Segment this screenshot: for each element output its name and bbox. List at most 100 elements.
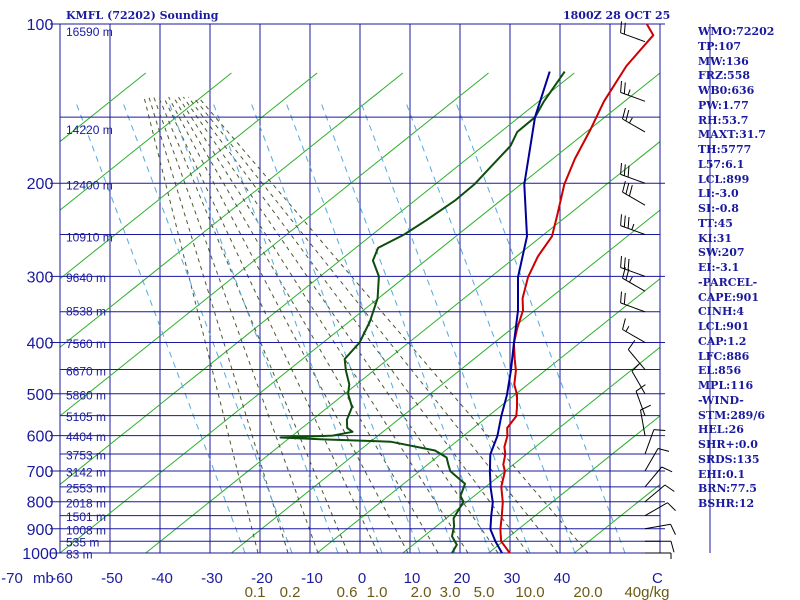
pressure-tick-label: 100 (27, 17, 54, 34)
pressure-tick-label: 600 (27, 429, 54, 446)
sounding-index-item: LCL:901 (698, 320, 750, 333)
wind-barb-feather (627, 340, 636, 350)
wind-barbs (620, 21, 676, 559)
dry-adiabat-line (402, 346, 660, 553)
sounding-index-item: MW:136 (698, 54, 749, 68)
pressure-tick-label: 200 (27, 176, 54, 193)
wind-barb-feather (670, 524, 676, 535)
mixing-ratio-line (404, 99, 576, 553)
height-label: 16590 m (66, 25, 113, 39)
wind-barb-feather (627, 216, 630, 229)
mixing-ratio-label: 0.6 (337, 584, 358, 600)
mixing-ratio-label: 3.0 (440, 584, 461, 600)
wind-barb-feather (635, 384, 646, 392)
wind-barb-feather (620, 214, 622, 226)
dry-adiabat-line (60, 72, 404, 348)
wind-barb-staff (620, 302, 646, 313)
wind-barb-feather (627, 258, 630, 271)
wind-barb-feather (628, 184, 633, 197)
wind-barb-staff (644, 484, 666, 503)
moist-adiabat-line (197, 96, 589, 553)
temperature-tick-label: -60 (51, 570, 73, 587)
wind-barb-feather (625, 109, 630, 122)
wind-barb-feather (627, 165, 630, 178)
station-title: KMFL (72202) Sounding (66, 9, 219, 22)
temperature-profile (499, 24, 655, 553)
wind-barb-staff (620, 32, 646, 43)
wind-barb-feather (622, 180, 626, 193)
temperature-tick-label: 20 (454, 570, 471, 587)
sounding-index-item: CAPE:901 (698, 290, 759, 304)
moist-adiabat-line (148, 96, 289, 553)
wind-barb-half-feather (628, 276, 633, 283)
wind-barb-feather (623, 292, 626, 305)
wind-barb-feather (625, 182, 630, 195)
wind-barb-feather (670, 541, 675, 553)
moist-adiabat-line (143, 96, 259, 553)
wind-barb-half-feather (625, 326, 630, 332)
mixing-ratio-line (211, 99, 383, 553)
sounding-index-item: PW:1.77 (698, 98, 749, 112)
dry-adiabats (60, 72, 660, 553)
sounding-index-item: BSHR:12 (698, 497, 755, 510)
wind-barb-staff (644, 523, 671, 530)
wind-barb-staff (620, 173, 646, 184)
pressure-tick-label: 400 (27, 336, 54, 353)
dry-adiabat-line (60, 72, 575, 485)
temperature-tick-label: 0 (358, 570, 366, 587)
moist-adiabats (143, 96, 589, 553)
wind-barb-feather (640, 404, 652, 411)
temperature-tick-label: -20 (251, 570, 273, 587)
sounding-index-item: LI:-3.0 (698, 187, 739, 201)
parcel-profile (488, 71, 551, 553)
plot-frame (59, 23, 661, 554)
wind-barb-feather (623, 257, 626, 269)
mixing-ratio-label: 10.0 (515, 584, 544, 600)
mixing-ratio-line (319, 99, 491, 553)
temperature-tick-label: -70 (1, 570, 23, 587)
height-label: 83 m (66, 548, 93, 562)
temperature-tick-label: 10 (404, 570, 421, 587)
wind-barb-half-feather (627, 89, 631, 96)
height-label: 6670 m (66, 365, 106, 379)
sounding-index-item: CAP:1.2 (698, 334, 747, 348)
wind-barb-feather (653, 429, 666, 431)
mixing-ratio-line (284, 99, 456, 553)
wind-barb-feather (623, 82, 626, 94)
x-axis-label: mb (33, 570, 54, 587)
sounding-index-item: TT:45 (698, 216, 733, 230)
height-label: 10910 m (66, 230, 113, 244)
sounding-index-item: -PARCEL- (698, 275, 758, 289)
wind-barb-half-feather (628, 117, 633, 124)
height-label: 3142 m (66, 465, 106, 479)
wind-barb-staff (622, 191, 646, 206)
sounding-index-item: TP:107 (698, 39, 742, 53)
pressure-tick-label: 900 (27, 522, 54, 539)
height-label: 2553 m (66, 482, 106, 496)
wind-barb-feather (622, 318, 626, 330)
mixing-ratio-line (74, 99, 246, 553)
sounding-index-item: SHR+:0.0 (698, 438, 758, 451)
wind-barb-feather (661, 466, 673, 473)
sounding-index-item: SW:207 (698, 246, 745, 260)
sounding-index-item: LCL:899 (698, 172, 750, 186)
isotherm-grid (59, 24, 711, 553)
wind-barb-staff (622, 118, 646, 133)
sounding-index-item: SI:-0.8 (698, 202, 739, 215)
pressure-tick-label: 300 (27, 269, 54, 286)
height-label: 14220 m (66, 123, 113, 137)
sounding-index-item: STM:289/6 (698, 408, 765, 422)
dry-adiabat-line (60, 72, 489, 417)
wind-barb-feather (625, 269, 630, 281)
wind-barb-feather (620, 291, 622, 303)
wind-barb-feather (623, 22, 626, 35)
mixing-ratio-label: 2.0 (411, 584, 432, 600)
sounding-index-item: RH:53.7 (698, 113, 749, 127)
mixing-ratio-lines (74, 99, 626, 553)
wind-barb-staff (644, 466, 663, 488)
x-axis-unit: C (652, 570, 663, 587)
mixing-ratio-line (121, 99, 293, 553)
wind-barb-staff (640, 409, 646, 436)
wind-barb-feather (623, 164, 626, 176)
